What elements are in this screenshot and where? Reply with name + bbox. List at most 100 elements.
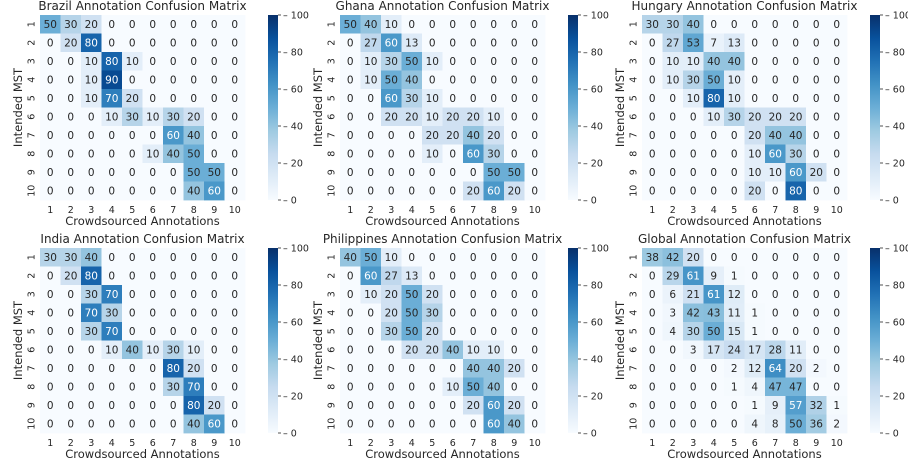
- cell-value-label: 0: [669, 363, 676, 375]
- x-tick-label: 4: [711, 205, 717, 216]
- heatmap-cell: [662, 248, 684, 267]
- heatmap-cell: [806, 144, 827, 164]
- heatmap-cell: [765, 303, 786, 323]
- heatmap-cell: [422, 285, 443, 304]
- heatmap-cell: [422, 377, 443, 397]
- cell-value-label: 61: [687, 271, 700, 283]
- heatmap-cell: [442, 266, 464, 286]
- cell-value-label: 0: [833, 289, 840, 301]
- heatmap-cell: [401, 52, 423, 71]
- cell-value-label: 0: [231, 326, 238, 338]
- cell-value-label: 0: [231, 382, 238, 394]
- y-tick-label: 3: [327, 58, 338, 64]
- cell-value-label: 60: [487, 186, 500, 198]
- colorbar-tick-label: – 40: [885, 122, 905, 133]
- heatmap-cell: [81, 340, 102, 360]
- heatmap-cell: [642, 107, 663, 127]
- cell-value-label: 12: [748, 363, 761, 375]
- heatmap-cell: [524, 107, 546, 127]
- heatmap-cell: [381, 285, 402, 304]
- heatmap-cell: [122, 303, 143, 323]
- cell-value-label: 0: [429, 19, 436, 31]
- heatmap-cell: [224, 285, 246, 304]
- cell-value-label: 0: [108, 186, 115, 198]
- heatmap-cell: [163, 181, 184, 201]
- x-tick-label: 10: [529, 205, 541, 216]
- x-tick-label: 7: [170, 205, 176, 216]
- heatmap-cell: [642, 285, 663, 304]
- heatmap-cell: [183, 89, 205, 108]
- cell-value-label: 0: [511, 93, 518, 105]
- cell-value-label: 0: [649, 75, 656, 87]
- x-axis-label: Crowdsourced Annotations: [365, 447, 519, 461]
- heatmap-cell: [60, 15, 82, 34]
- heatmap-cell: [101, 33, 123, 53]
- cell-value-label: 0: [47, 38, 54, 50]
- cell-value-label: 0: [731, 130, 738, 142]
- heatmap-cell: [806, 322, 827, 341]
- cell-value-label: 0: [388, 167, 395, 179]
- heatmap-cell: [785, 285, 807, 304]
- heatmap-cell: [806, 396, 827, 415]
- cell-value-label: 60: [467, 149, 480, 161]
- cell-value-label: 0: [649, 326, 656, 338]
- cell-value-label: 0: [490, 38, 497, 50]
- heatmap-cell: [122, 414, 143, 434]
- heatmap-cell: [183, 70, 205, 90]
- cell-value-label: 0: [47, 167, 54, 179]
- heatmap-cell: [642, 322, 663, 341]
- heatmap-cell: [81, 266, 102, 286]
- cell-value-label: 29: [666, 271, 679, 283]
- cell-value-label: 30: [64, 252, 77, 264]
- cell-value-label: 0: [531, 38, 538, 50]
- heatmap-cell: [703, 52, 725, 71]
- heatmap-cell: [744, 322, 766, 341]
- x-tick-label: 4: [711, 438, 717, 449]
- heatmap-cell: [442, 359, 464, 378]
- heatmap-cell: [183, 107, 205, 127]
- cell-value-label: 0: [490, 308, 497, 320]
- heatmap-cell: [442, 70, 464, 90]
- colorbar-tick-label: – 0: [885, 429, 899, 440]
- cell-value-label: 10: [687, 56, 700, 68]
- cell-value-label: 40: [487, 363, 500, 375]
- heatmap-cell: [60, 52, 82, 71]
- cell-value-label: 0: [449, 167, 456, 179]
- heatmap-cell: [724, 15, 745, 34]
- cell-value-label: 0: [367, 112, 374, 124]
- heatmap-cell: [504, 266, 525, 286]
- heatmap-cell: [703, 70, 725, 90]
- cell-value-label: 0: [449, 308, 456, 320]
- heatmap-cell: [183, 181, 205, 201]
- cell-value-label: 0: [88, 400, 95, 412]
- cell-value-label: 0: [531, 289, 538, 301]
- heatmap-cell: [442, 181, 464, 201]
- heatmap-cell: [360, 163, 382, 182]
- cell-value-label: 0: [67, 186, 74, 198]
- heatmap-cell: [163, 52, 184, 71]
- cell-value-label: 60: [208, 186, 221, 198]
- colorbar-tick-label: – 100: [885, 11, 908, 22]
- heatmap-cell: [483, 414, 505, 434]
- cell-value-label: 0: [531, 19, 538, 31]
- heatmap-cell: [703, 340, 725, 360]
- cell-value-label: 0: [449, 75, 456, 87]
- cell-value-label: 1: [751, 400, 758, 412]
- heatmap-cell: [504, 70, 525, 90]
- heatmap-cell: [381, 144, 402, 164]
- cell-value-label: 0: [149, 75, 156, 87]
- cell-value-label: 30: [687, 75, 700, 87]
- cell-value-label: 20: [85, 19, 98, 31]
- y-tick-label: 10: [327, 418, 338, 430]
- cell-value-label: 24: [728, 345, 742, 357]
- heatmap-cell: [642, 266, 663, 286]
- cell-value-label: 20: [385, 112, 398, 124]
- heatmap-cell: [483, 396, 505, 415]
- chart-title: India Annotation Confusion Matrix: [40, 232, 244, 246]
- cell-value-label: 0: [388, 400, 395, 412]
- heatmap-cell: [122, 163, 143, 182]
- cell-value-label: 20: [789, 363, 802, 375]
- heatmap-cell: [442, 107, 464, 127]
- heatmap-cell: [724, 181, 745, 201]
- heatmap-cell: [662, 303, 684, 323]
